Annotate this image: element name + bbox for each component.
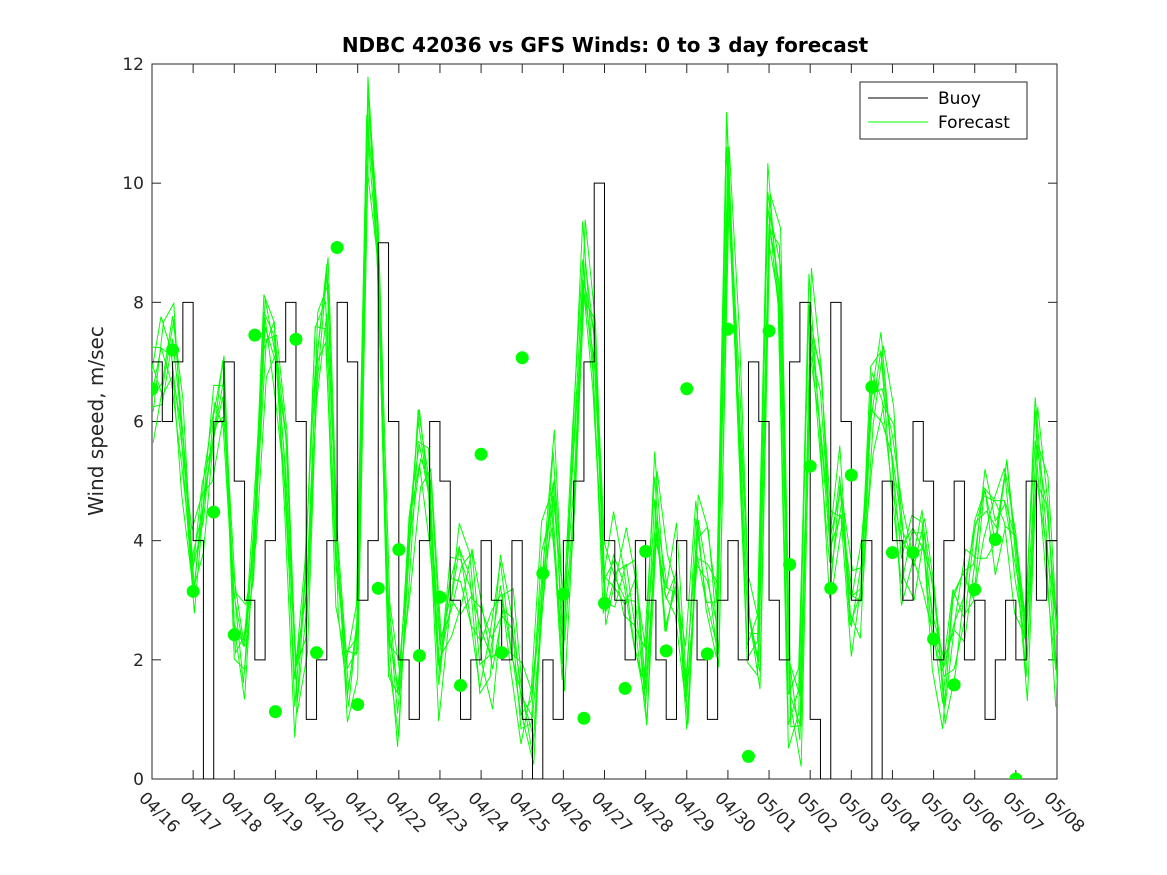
y-tick-label: 12 — [122, 55, 144, 75]
x-tick-label: 04/25 — [505, 788, 554, 837]
x-tick-label: 04/20 — [299, 788, 348, 837]
plot-area: 02468101204/1604/1704/1804/1904/2004/210… — [122, 55, 1088, 837]
y-tick-label: 4 — [133, 532, 144, 552]
analysis-marker — [680, 382, 694, 396]
x-tick-label: 05/05 — [916, 788, 965, 837]
analysis-marker — [474, 447, 488, 461]
forecast-member-line — [152, 91, 1057, 725]
y-tick-label: 2 — [133, 651, 144, 671]
buoy-line — [152, 182, 1057, 779]
x-tick-label: 04/29 — [669, 788, 718, 837]
y-tick-label: 8 — [133, 293, 144, 313]
legend: Buoy Forecast — [859, 81, 1028, 140]
legend-label-buoy: Buoy — [938, 89, 981, 109]
analysis-marker — [351, 698, 365, 712]
analysis-marker — [412, 649, 426, 663]
analysis-marker — [248, 328, 262, 342]
analysis-marker — [207, 505, 221, 519]
analysis-marker — [330, 241, 344, 255]
forecast-member-line — [152, 111, 1057, 730]
forecast-member-line — [152, 98, 1057, 738]
x-tick-label: 04/28 — [628, 788, 677, 837]
y-tick-label: 6 — [133, 413, 144, 433]
x-tick-label: 04/19 — [258, 788, 307, 837]
analysis-marker — [639, 544, 653, 558]
analysis-marker — [186, 584, 200, 598]
analysis-marker — [865, 380, 879, 394]
analysis-marker — [454, 678, 468, 692]
y-tick-label: 0 — [133, 770, 144, 790]
analysis-marker — [556, 587, 570, 601]
x-tick-label: 04/27 — [587, 788, 636, 837]
x-tick-label: 05/01 — [752, 788, 801, 837]
x-tick-label: 05/07 — [998, 788, 1047, 837]
x-tick-label: 05/02 — [793, 788, 842, 837]
analysis-marker — [433, 590, 447, 604]
analysis-marker — [1009, 772, 1023, 779]
x-tick-label: 05/06 — [957, 788, 1006, 837]
analysis-marker — [783, 558, 797, 571]
analysis-marker — [536, 566, 550, 580]
analysis-marker — [371, 581, 385, 595]
x-tick-label: 04/23 — [422, 788, 471, 837]
x-tick-label: 05/04 — [875, 788, 924, 837]
analysis-marker — [721, 322, 735, 336]
y-axis-label: Wind speed, m/sec — [84, 326, 108, 516]
x-tick-label: 04/17 — [176, 788, 225, 837]
analysis-marker — [741, 749, 755, 763]
x-tick-label: 04/22 — [381, 788, 430, 837]
analysis-marker — [659, 644, 673, 658]
analysis-marker — [310, 646, 324, 660]
x-tick-label: 05/08 — [1039, 788, 1088, 837]
chart-title: NDBC 42036 vs GFS Winds: 0 to 3 day fore… — [342, 33, 869, 57]
analysis-marker — [392, 543, 406, 557]
analysis-marker — [152, 382, 159, 396]
x-tick-label: 05/03 — [834, 788, 883, 837]
analysis-marker — [166, 343, 180, 357]
y-tick-label: 10 — [122, 174, 144, 194]
x-tick-label: 04/16 — [134, 788, 183, 837]
analysis-marker — [762, 324, 776, 338]
analysis-marker — [577, 711, 591, 725]
x-tick-label: 04/24 — [464, 788, 513, 837]
analysis-marker — [598, 596, 611, 610]
x-tick-label: 04/21 — [340, 788, 389, 837]
x-tick-label: 04/30 — [710, 788, 759, 837]
analysis-marker — [700, 647, 714, 661]
analysis-marker — [268, 705, 282, 719]
analysis-marker — [968, 583, 982, 597]
x-tick-label: 04/18 — [217, 788, 266, 837]
analysis-marker — [803, 459, 817, 473]
analysis-marker — [515, 351, 529, 365]
legend-box — [859, 81, 1028, 140]
analysis-marker — [227, 628, 241, 642]
analysis-marker — [927, 632, 941, 646]
analysis-marker — [906, 546, 920, 560]
analysis-marker — [885, 546, 899, 560]
legend-label-forecast: Forecast — [938, 113, 1010, 133]
analysis-marker — [844, 468, 858, 482]
series-group — [152, 76, 1057, 779]
analysis-marker — [947, 678, 961, 692]
x-tick-label: 04/26 — [546, 788, 595, 837]
analysis-marker — [988, 532, 1002, 546]
analysis-marker — [824, 581, 838, 595]
analysis-marker — [618, 681, 632, 695]
analysis-marker — [495, 646, 509, 660]
analysis-marker — [289, 332, 303, 346]
